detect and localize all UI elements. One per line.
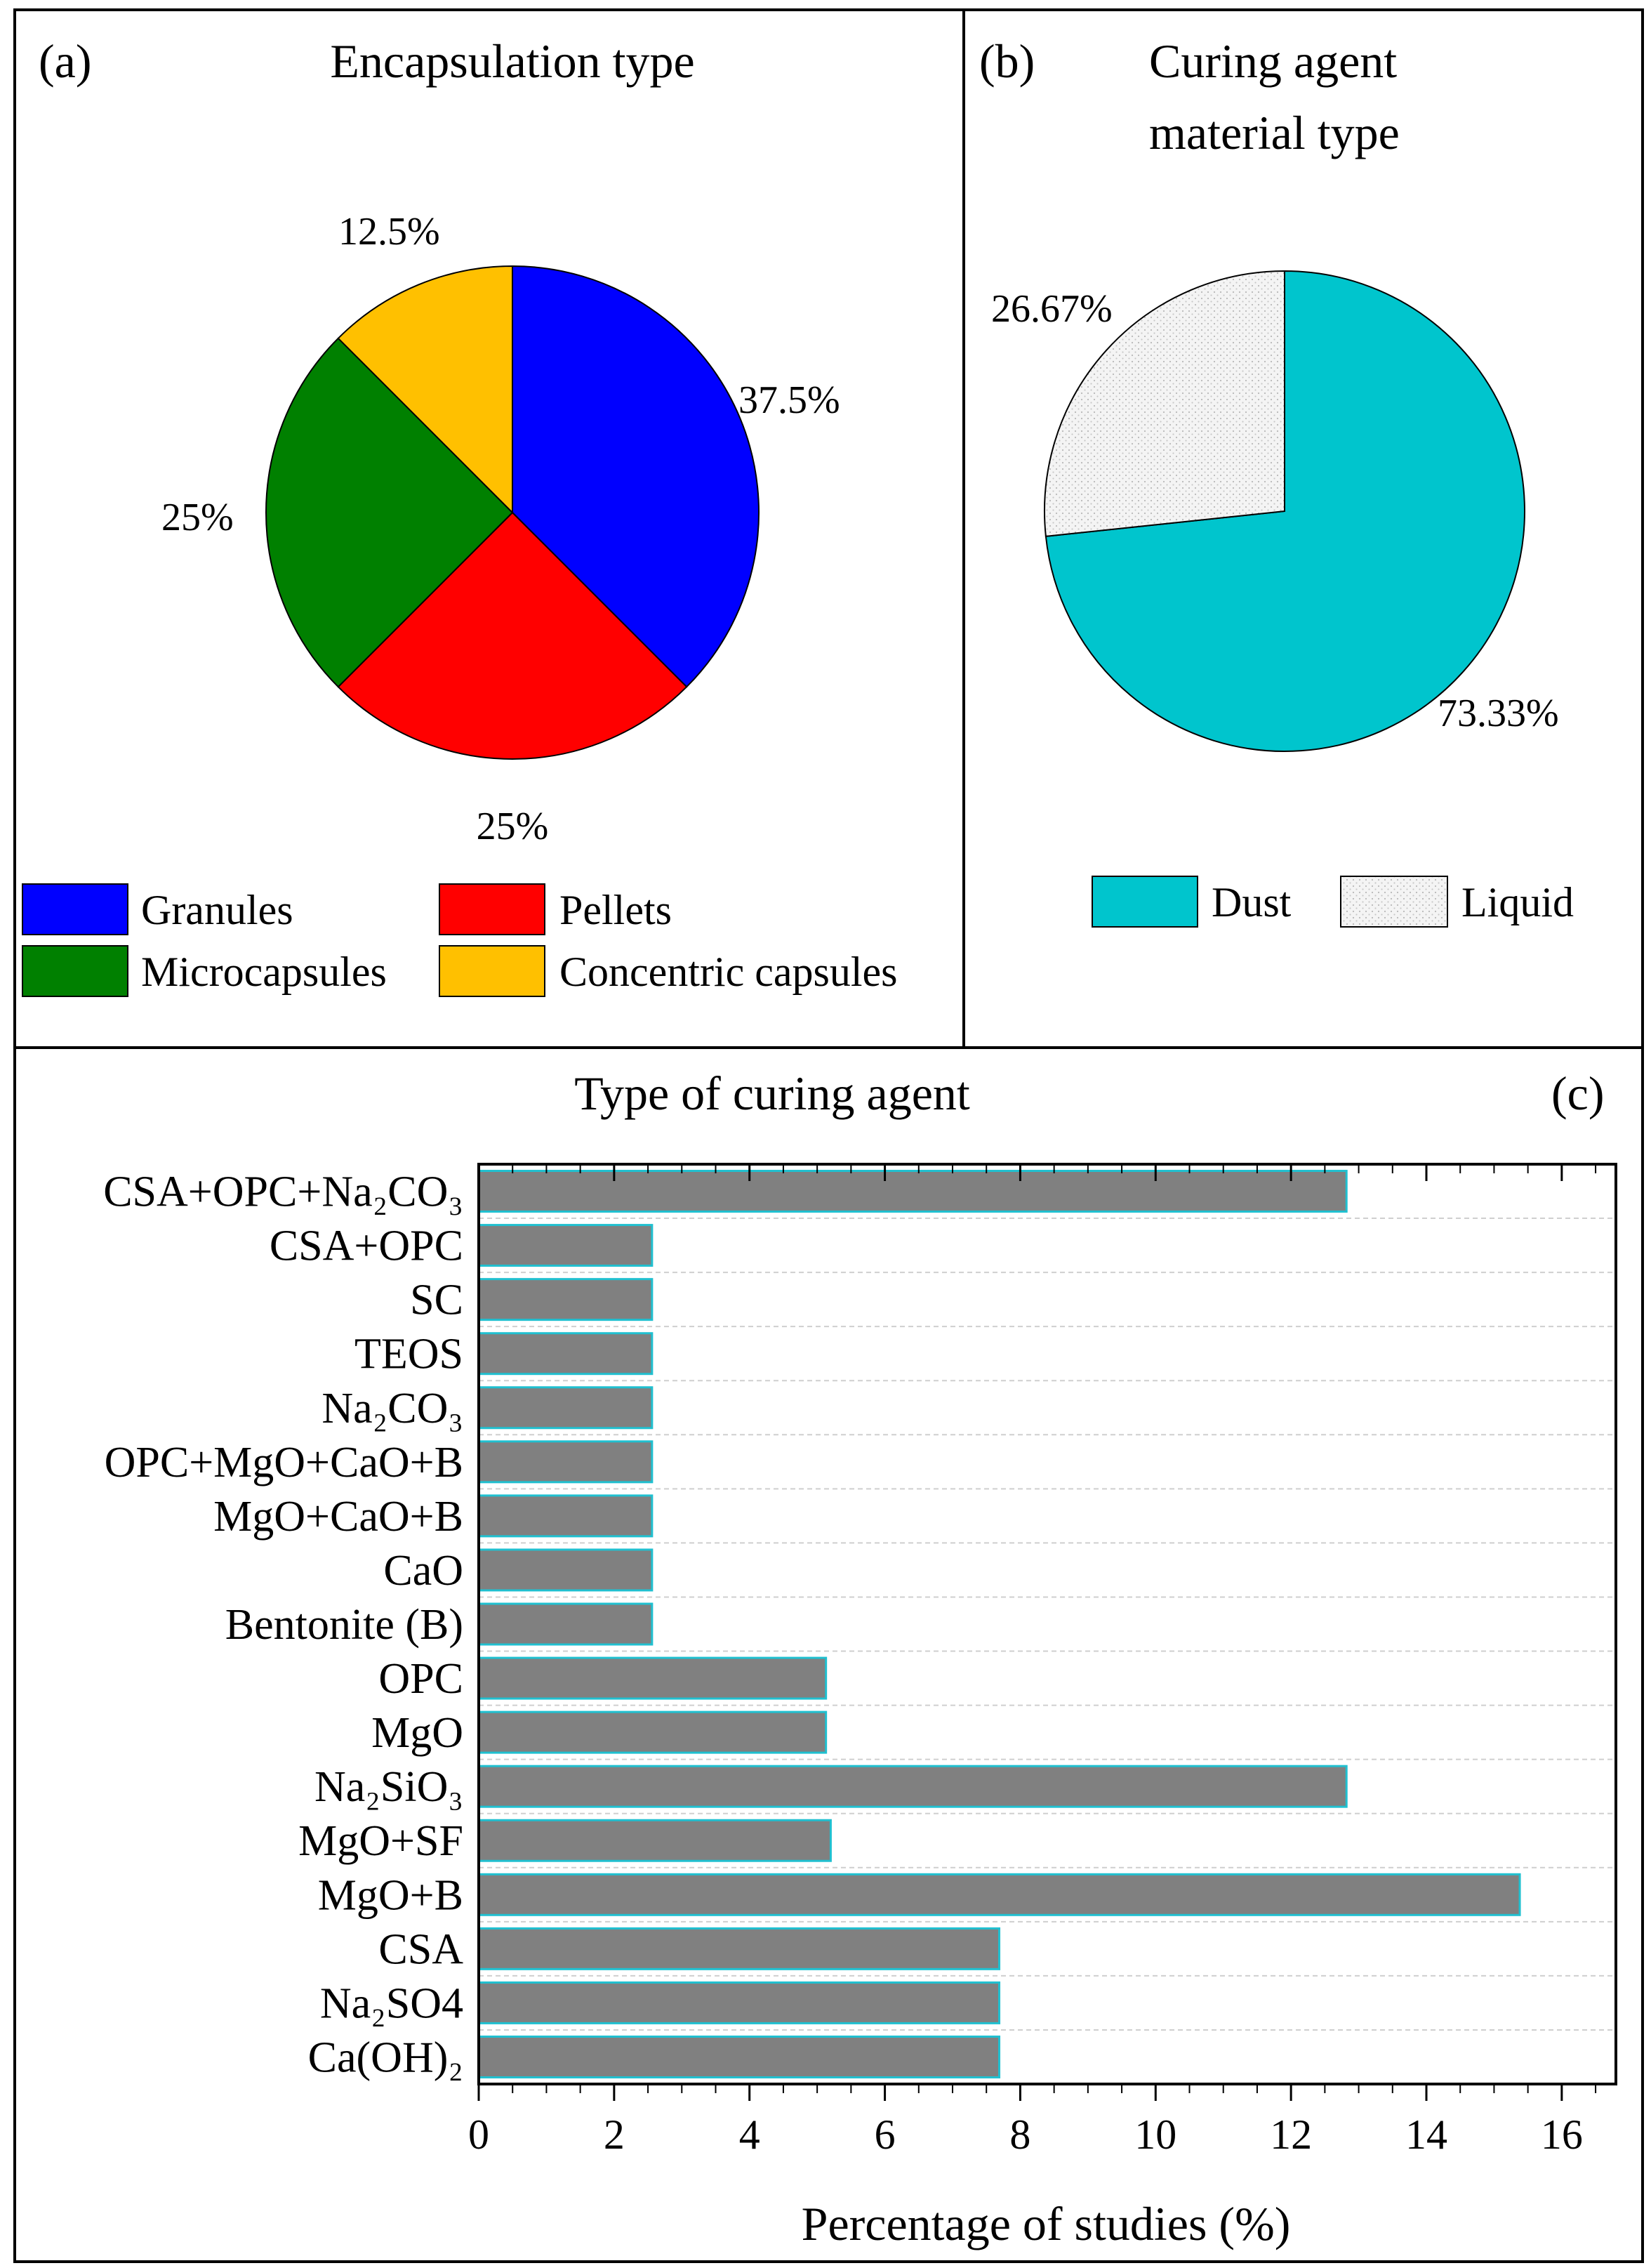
slice-label-pellets: 25% — [477, 805, 549, 848]
bar-ca-oh — [477, 2035, 1001, 2078]
legend-label-granules: Granules — [141, 887, 293, 933]
bar-opc — [477, 1656, 828, 1700]
bar-csa — [477, 1927, 1001, 1970]
x-tick-label: 2 — [604, 2111, 625, 2158]
plot-frame — [477, 1163, 1617, 2085]
legend-swatch-concentric-capsules — [439, 945, 545, 997]
pie-a — [265, 265, 760, 760]
figure-frame — [13, 8, 1644, 2263]
chart-title-a: Encapsulation type — [330, 34, 694, 88]
legend-a: Granules Pellets Microcapsules Concentri… — [22, 883, 898, 997]
x-tick-label: 12 — [1270, 2111, 1312, 2158]
panel-label-a: (a) — [39, 34, 91, 88]
legend-label-liquid: Liquid — [1461, 879, 1574, 925]
panel-label-c: (c) — [1551, 1067, 1604, 1120]
x-tick-label: 0 — [468, 2111, 489, 2158]
panel-a: (a) Encapsulation type 37.5% 25% 25% 12.… — [22, 34, 898, 997]
slice-label-granules: 37.5% — [738, 378, 840, 422]
slice-label-concentric-capsules: 12.5% — [338, 210, 440, 253]
legend-swatch-pellets — [439, 883, 545, 935]
bar-na-sio — [477, 1765, 1348, 1808]
category-label: MgO+SF — [298, 1817, 463, 1865]
category-label: CaO — [383, 1547, 463, 1595]
legend-label-microcapsules: Microcapsules — [141, 949, 387, 995]
category-label: OPC+MgO+CaO+B — [105, 1439, 463, 1486]
x-tick-label: 14 — [1405, 2111, 1447, 2158]
x-tick-label: 6 — [875, 2111, 896, 2158]
x-tick-label: 16 — [1541, 2111, 1583, 2158]
pie-slice-concentric-capsules — [337, 265, 513, 515]
legend-label-pellets: Pellets — [559, 887, 672, 933]
pie-slice-pellets — [337, 511, 688, 760]
category-label: SC — [410, 1277, 463, 1324]
category-label: MgO+B — [318, 1871, 463, 1919]
panel-b: (b) Curing agent material type 73.33% 26… — [979, 34, 1574, 928]
bar-na-co — [477, 1386, 654, 1430]
bar-sc — [477, 1278, 654, 1321]
pie-slice-granules — [512, 265, 760, 688]
panel-label-b: (b) — [979, 34, 1035, 88]
category-label: TEOS — [354, 1331, 463, 1378]
category-label: Na₂CO₃ — [321, 1385, 463, 1432]
category-label: Na₂SO4 — [320, 1979, 463, 2027]
pie-b — [1044, 270, 1525, 752]
slice-label-liquid: 26.67% — [991, 287, 1113, 331]
bar-na-so4 — [477, 1981, 1001, 2024]
bar-mgo-b — [477, 1873, 1521, 1916]
legend-swatch-dust — [1092, 876, 1198, 928]
bar-mgo — [477, 1710, 828, 1754]
legend-label-concentric-capsules: Concentric capsules — [559, 949, 898, 995]
category-label: Na₂SiO₃ — [314, 1763, 463, 1811]
bar-csa-opc-na-co — [477, 1170, 1348, 1213]
bar-chart-c: CSA+OPC+Na₂CO₃ CSA+OPC SC TEOS Na₂CO₃ OPC+MgO… — [103, 1163, 1617, 2158]
x-axis-label-c: Percentage of studies (%) — [802, 2197, 1291, 2250]
bar-bentonite-b — [477, 1602, 654, 1646]
bar-mgo-cao-b — [477, 1494, 654, 1538]
bar-opc-mgo-cao-b — [477, 1440, 654, 1484]
x-tick-label: 8 — [1009, 2111, 1030, 2158]
slice-label-microcapsules: 25% — [161, 496, 234, 539]
slice-label-dust: 73.33% — [1438, 692, 1559, 735]
category-label: CSA — [378, 1925, 463, 1973]
category-label: CSA+OPC — [270, 1222, 463, 1270]
bar-cao — [477, 1548, 654, 1592]
x-tick-label: 10 — [1134, 2111, 1176, 2158]
chart-title-c: Type of curing agent — [574, 1067, 970, 1120]
category-label: Bentonite (B) — [225, 1601, 463, 1649]
category-label: MgO+CaO+B — [213, 1493, 463, 1541]
legend-swatch-granules — [22, 883, 128, 935]
x-tick-label: 4 — [739, 2111, 760, 2158]
category-label: Ca(OH)₂ — [308, 2033, 463, 2081]
category-label: OPC — [378, 1655, 463, 1703]
category-label: CSA+OPC+Na₂CO₃ — [103, 1168, 463, 1216]
pie-slice-microcapsules — [265, 337, 514, 688]
chart-title-b-line1: Curing agent — [1149, 34, 1397, 88]
legend-swatch-liquid — [1340, 876, 1448, 928]
bar-teos — [477, 1332, 654, 1376]
legend-b: Dust Liquid — [1092, 876, 1574, 928]
panel-c: Type of curing agent (c) CSA+OPC+Na₂CO₃C… — [103, 1067, 1617, 2250]
legend-label-dust: Dust — [1212, 879, 1292, 925]
bar-mgo-sf — [477, 1819, 832, 1862]
category-label: MgO — [371, 1709, 463, 1757]
chart-title-b-line2: material type — [1149, 106, 1400, 159]
bar-csa-opc — [477, 1224, 654, 1267]
pie-slice-liquid — [1044, 270, 1285, 537]
legend-swatch-microcapsules — [22, 945, 128, 997]
